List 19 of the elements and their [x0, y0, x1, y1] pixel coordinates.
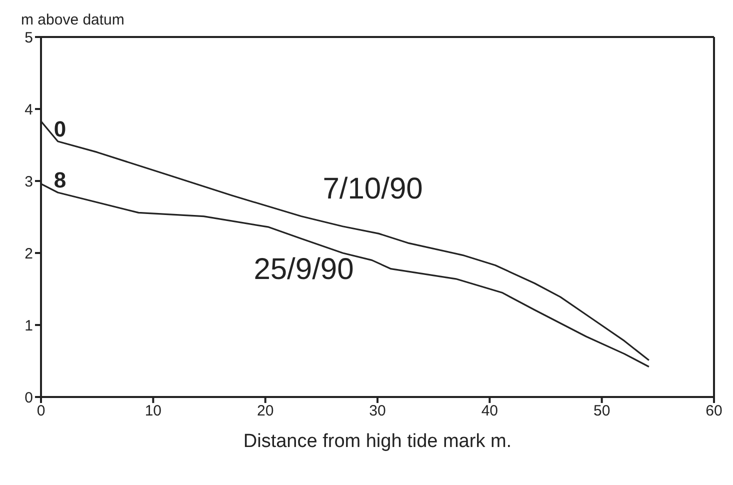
y-tick-label: 5	[24, 29, 33, 46]
annotation: 0	[54, 116, 66, 142]
y-axis-title: m above datum	[21, 12, 124, 29]
y-tick-label: 0	[24, 389, 33, 406]
x-tick-label: 10	[144, 402, 162, 420]
series-label: 7/10/90	[322, 172, 423, 206]
y-tick-label: 4	[24, 101, 33, 118]
y-tick-label: 3	[24, 173, 33, 190]
y-tick-label: 1	[24, 317, 33, 334]
series-label: 25/9/90	[254, 253, 354, 286]
x-tick-label: 40	[481, 402, 498, 420]
annotation: 8	[54, 168, 66, 193]
x-axis-title: Distance from high tide mark m.	[243, 431, 512, 452]
x-tick-label: 20	[256, 402, 274, 420]
x-tick-label: 50	[593, 402, 610, 420]
x-tick-label: 30	[369, 402, 386, 420]
x-tick-label: 60	[706, 402, 722, 420]
x-tick-label: 0	[36, 402, 46, 420]
y-tick-label: 2	[24, 245, 33, 262]
